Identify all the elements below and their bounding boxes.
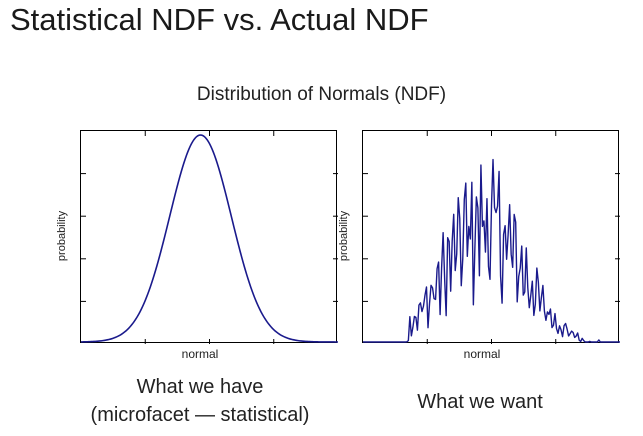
right-plot-xlabel: normal bbox=[463, 347, 501, 361]
right-caption: What we want bbox=[417, 391, 543, 413]
left-caption: What we have (microfacet — statistical) bbox=[91, 373, 310, 429]
measured-ndf-curve bbox=[363, 158, 620, 343]
left-plot-ylabel: probability bbox=[56, 210, 68, 262]
left-plot-frame bbox=[80, 130, 338, 344]
statistical-ndf-plot bbox=[81, 131, 338, 344]
gaussian-curve bbox=[81, 134, 338, 343]
actual-ndf-plot bbox=[363, 131, 620, 344]
right-plot-ylabel: probability bbox=[338, 210, 350, 262]
left-caption-line2: (microfacet — statistical) bbox=[90, 404, 310, 426]
slide-title: Statistical NDF vs. Actual NDF bbox=[10, 2, 429, 37]
section-heading: Distribution of Normals (NDF) bbox=[196, 84, 447, 105]
left-plot-xlabel: normal bbox=[181, 347, 219, 361]
right-plot-frame bbox=[362, 130, 620, 344]
left-caption-line1: What we have bbox=[136, 376, 264, 398]
